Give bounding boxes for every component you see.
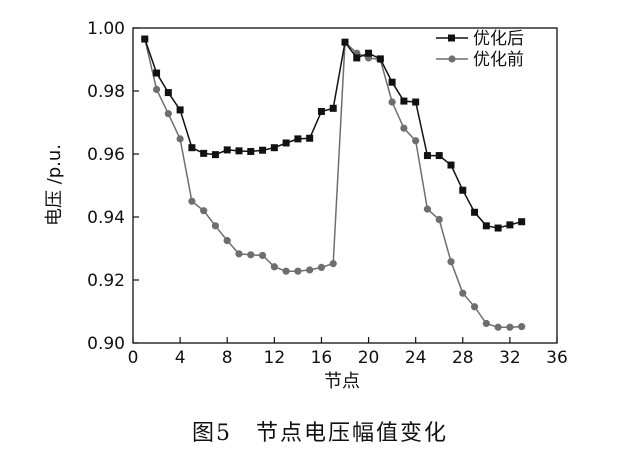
data-point [141, 35, 149, 43]
plot-frame [132, 27, 558, 344]
plot-border [132, 27, 558, 344]
y-tick-label: 0.94 [87, 208, 125, 228]
x-tick-label: 24 [405, 348, 427, 368]
x-tick-label: 8 [222, 348, 233, 368]
legend-label-optimized: 优化后 [473, 29, 524, 49]
data-point [188, 144, 196, 152]
data-point [259, 146, 267, 154]
data-point [435, 152, 443, 160]
data-point [282, 139, 290, 147]
data-point [223, 146, 231, 154]
data-point [235, 147, 243, 155]
data-point [400, 124, 408, 132]
y-tick-label: 0.92 [87, 271, 125, 291]
data-point [294, 135, 302, 143]
x-tick-label: 20 [358, 348, 380, 368]
data-point [506, 323, 514, 331]
data-point [306, 134, 314, 142]
data-point [459, 186, 467, 194]
legend-marker-circle [448, 55, 456, 63]
x-tick-label: 36 [546, 348, 568, 368]
data-point [518, 218, 526, 226]
legend-item-original: 优化前 [436, 50, 524, 70]
data-point [152, 85, 161, 94]
data-point [400, 97, 408, 105]
data-point [329, 104, 337, 112]
data-point [270, 144, 278, 152]
data-point [176, 135, 184, 143]
data-point [482, 319, 490, 328]
data-point [247, 251, 255, 259]
x-tick-label: 4 [175, 348, 186, 368]
data-point [423, 152, 431, 160]
data-point [482, 222, 490, 230]
series-optimized [141, 35, 526, 232]
data-point [447, 258, 455, 266]
data-point [471, 208, 479, 216]
series-line [144, 38, 522, 329]
data-point [247, 147, 255, 155]
data-point [506, 221, 514, 229]
data-point [223, 237, 231, 245]
data-point [188, 197, 196, 205]
legend-marker-square [448, 34, 455, 42]
data-point [294, 267, 302, 275]
data-point [341, 38, 349, 46]
y-tick-label: 1.00 [87, 19, 125, 39]
x-tick-label: 32 [499, 348, 521, 368]
series-original [141, 35, 526, 331]
series-line [144, 38, 522, 229]
data-point [353, 54, 361, 62]
x-axis: 0 4 8 12 16 20 24 28 32 36 [128, 337, 568, 368]
x-tick-label: 28 [452, 348, 474, 368]
data-point [306, 266, 314, 274]
data-point [447, 161, 455, 169]
legend: 优化后 优化前 [436, 29, 524, 70]
data-point [388, 78, 396, 86]
data-point [282, 267, 290, 275]
data-point [518, 323, 526, 331]
data-point [164, 89, 172, 97]
data-point [317, 263, 326, 271]
data-point [412, 98, 420, 106]
data-point [329, 260, 337, 268]
data-point [459, 289, 467, 297]
x-tick-label: 12 [264, 348, 286, 368]
data-point [153, 69, 161, 77]
data-point [317, 107, 325, 115]
data-point [211, 151, 219, 159]
y-tick-label: 0.90 [87, 334, 125, 354]
data-point [200, 207, 208, 215]
y-tick-label: 0.96 [87, 145, 125, 165]
figure-caption: 图5 节点电压幅值变化 [192, 421, 448, 446]
data-point [176, 106, 184, 114]
data-point [258, 251, 267, 260]
data-point [423, 205, 432, 213]
x-tick-label: 0 [128, 348, 139, 368]
legend-item-optimized: 优化后 [436, 29, 524, 49]
data-point [435, 215, 443, 224]
legend-label-original: 优化前 [473, 50, 524, 70]
data-point [235, 250, 243, 258]
x-tick-label: 16 [311, 348, 333, 368]
data-point [494, 323, 502, 331]
data-point [200, 149, 208, 157]
data-point [164, 110, 172, 118]
y-tick-label: 0.98 [87, 82, 125, 102]
x-axis-title: 节点 [324, 371, 360, 392]
data-point [376, 55, 384, 63]
data-point [365, 49, 373, 57]
y-axis: 0.90 0.92 0.94 0.96 0.98 1.00 [87, 19, 139, 354]
data-point [270, 263, 278, 271]
series-layer [141, 35, 526, 331]
data-point [494, 224, 502, 232]
data-point [470, 303, 479, 311]
data-point [211, 222, 220, 230]
data-point [412, 137, 420, 145]
y-axis-title: 电压 /p.u. [44, 144, 65, 226]
data-point [388, 98, 396, 106]
